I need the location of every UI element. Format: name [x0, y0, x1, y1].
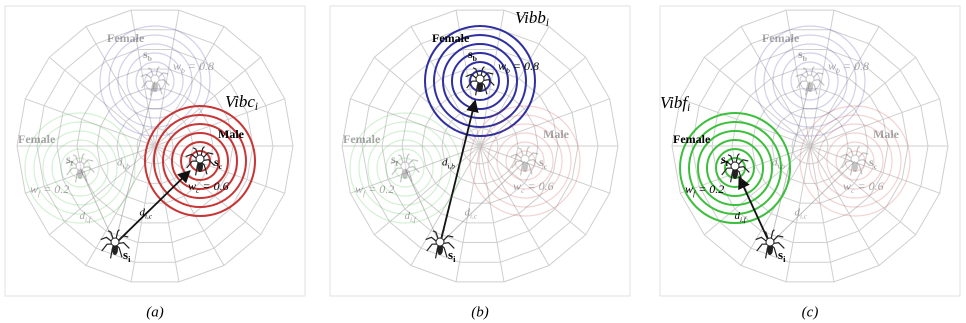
gender-label: Male [543, 127, 570, 141]
distance-label-sub: i,c [800, 212, 808, 220]
weight-label-rest: = 0.2 [698, 182, 724, 196]
weight-label-rest: = 0.8 [843, 59, 869, 73]
spider-label-sub: f [71, 159, 74, 168]
vibration-label-symbol: Vibf [660, 93, 689, 112]
page: {"panels": [ {"caption": "(a)", "vibrati… [0, 0, 966, 323]
weight-label-rest: = 0.6 [857, 179, 883, 193]
spider-head [851, 155, 859, 163]
spider-label-sub: c [219, 162, 223, 171]
weight-label: wf= 0.2 [355, 182, 394, 198]
weight-label-symbol: w [513, 179, 521, 193]
spider-label-sub: b [473, 54, 478, 63]
vibration-label-symbol: Vibb [515, 8, 546, 27]
weight-label: wf= 0.2 [30, 182, 69, 198]
vibration-label-sub: i [687, 102, 690, 114]
spider-head [521, 155, 529, 163]
vibration-label: Vibbi [515, 8, 549, 29]
weight-label-sub: c [521, 186, 525, 195]
spider-head [196, 155, 204, 163]
spider-head [731, 162, 739, 170]
weight-label-sub: b [506, 66, 510, 75]
spider-head [476, 75, 484, 83]
weight-label-symbol: w [30, 182, 38, 196]
distance-label-sub: i,f [740, 216, 747, 224]
figure: Femalesbwb= 0.8di,bFemalesfwf= 0.2di,fMa… [0, 0, 966, 323]
spider-head [806, 75, 814, 83]
panel: Femalesbwb= 0.8di,bFemalesfwf= 0.2di,fMa… [5, 6, 305, 320]
weight-label: wb= 0.8 [173, 59, 214, 75]
weight-label-symbol: w [355, 182, 363, 196]
weight-label: wb= 0.8 [498, 59, 539, 75]
vibration-label: Vibci [225, 92, 258, 113]
weight-label-sub: c [851, 186, 855, 195]
weight-label-symbol: w [685, 182, 693, 196]
weight-label: wf= 0.2 [685, 182, 724, 198]
vibration-label-symbol: Vibc [225, 92, 255, 111]
gender-label: Male [873, 127, 900, 141]
weight-label: wc= 0.6 [513, 179, 554, 195]
spider-head [436, 238, 444, 246]
weight-label: wc= 0.6 [188, 179, 229, 195]
weight-label: wb= 0.8 [828, 59, 869, 75]
gender-label: Female [343, 132, 381, 146]
gender-label: Female [762, 31, 800, 45]
spider-label-sub: f [726, 159, 729, 168]
vibration-label-sub: i [255, 101, 258, 113]
weight-label-sub: c [196, 186, 200, 195]
gender-label: Female [673, 132, 711, 146]
weight-label-symbol: w [843, 179, 851, 193]
spider-label-sub: c [544, 162, 548, 171]
weight-label-symbol: w [498, 59, 506, 73]
weight-label-symbol: w [828, 59, 836, 73]
distance-label-sub: i,b [778, 162, 786, 170]
spider-head [151, 75, 159, 83]
gender-label: Female [432, 31, 470, 45]
spider-head [76, 162, 84, 170]
panel-caption: (c) [802, 304, 819, 320]
panel: Femalesbwb= 0.8di,bFemalesfwf= 0.2di,fMa… [660, 6, 960, 320]
vibration-label: Vibfi [660, 93, 690, 114]
weight-label-rest: = 0.8 [513, 59, 539, 73]
panel-caption: (a) [146, 304, 164, 320]
spider-label-sub: b [803, 54, 808, 63]
weight-label-rest: = 0.6 [527, 179, 553, 193]
gender-label: Male [218, 127, 245, 141]
distance-label-sub: i,b [123, 162, 131, 170]
gender-label: Female [107, 31, 145, 45]
weight-label-symbol: w [173, 59, 181, 73]
weight-label-sub: b [836, 66, 840, 75]
gender-label: Female [18, 132, 56, 146]
distance-label-sub: i,f [410, 216, 417, 224]
distance-label-sub: i,c [470, 212, 478, 220]
spider-label-sub: c [874, 162, 878, 171]
distance-label-sub: i,b [448, 162, 456, 170]
distance-label-sub: i,f [85, 216, 92, 224]
weight-label-rest: = 0.8 [188, 59, 214, 73]
spider-head [766, 238, 774, 246]
spider-head [401, 162, 409, 170]
weight-label: wc= 0.6 [843, 179, 884, 195]
vibration-label-sub: i [546, 17, 549, 29]
weight-label-rest: = 0.2 [43, 182, 69, 196]
panel-caption: (b) [471, 304, 489, 320]
distance-label-sub: i,c [145, 212, 153, 220]
weight-label-symbol: w [188, 179, 196, 193]
spider-label-sub: b [148, 54, 153, 63]
weight-label-rest: = 0.2 [368, 182, 394, 196]
weight-label-sub: b [181, 66, 185, 75]
weight-label-rest: = 0.6 [202, 179, 228, 193]
spider-label-sub: f [396, 159, 399, 168]
spider-head [111, 238, 119, 246]
